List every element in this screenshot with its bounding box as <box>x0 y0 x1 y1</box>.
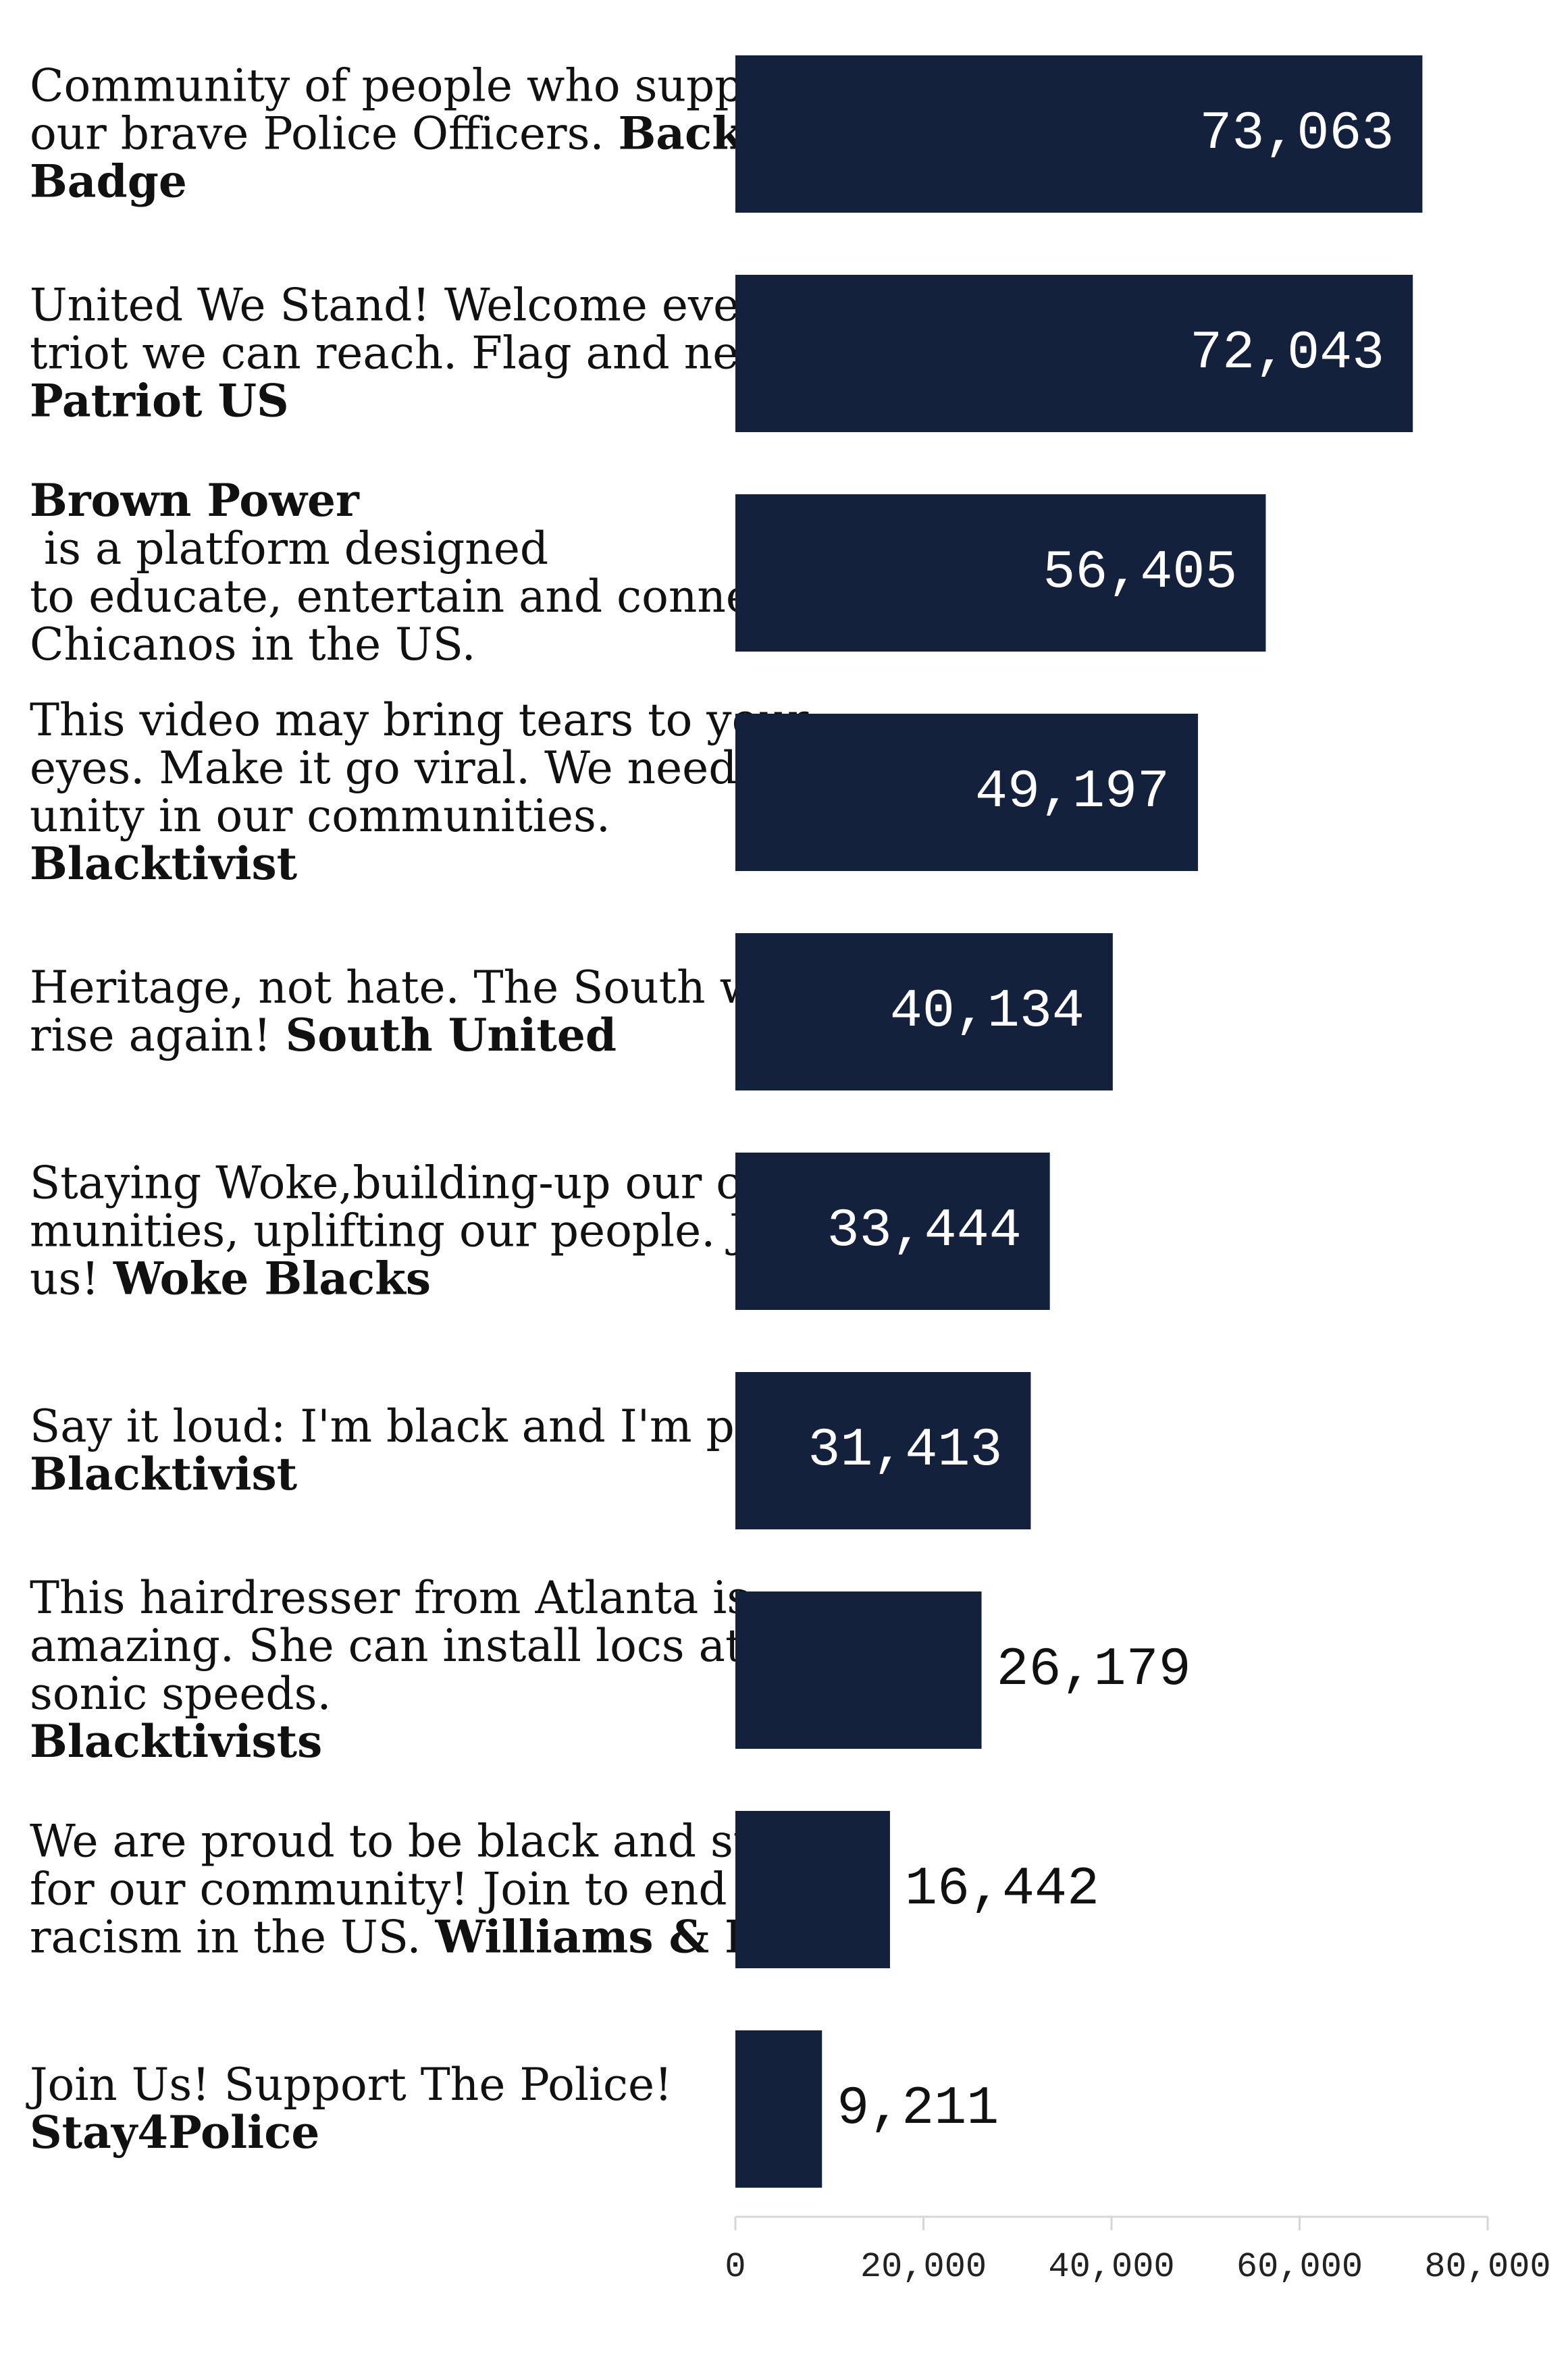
category-label-text: Staying Woke,building-up our com- <box>30 1157 825 1209</box>
bar <box>735 275 1413 432</box>
category-label-text: munities, uplifting our people. Join <box>30 1205 817 1257</box>
category-label: Join Us! Support The Police! Stay4Police <box>26 2059 673 2159</box>
category-label-text: is a platform designed <box>30 523 548 575</box>
category-label-text: Join Us! Support The Police! <box>26 2059 673 2111</box>
category-label-text: Chicanos in the US. <box>30 618 476 670</box>
category-label-text: Say it loud: I'm black and I'm proud! <box>30 1400 858 1452</box>
category-label-text: Heritage, not hate. The South will <box>30 962 800 1013</box>
bar-value-label: 72,043 <box>1190 323 1384 384</box>
bar <box>735 1591 982 1749</box>
category-label: Say it loud: I'm black and I'm proud! Bla… <box>30 1400 858 1500</box>
bar-value-label: 73,063 <box>1199 103 1394 165</box>
category-label: Heritage, not hate. The South will rise a… <box>30 962 800 1061</box>
x-axis-tick-label: 0 <box>725 2247 746 2287</box>
category-label: Brown Power is a platform designed to edu… <box>30 474 795 670</box>
bar-value-label: 49,197 <box>975 762 1170 823</box>
category-label-bold-text: South United <box>286 1009 617 1061</box>
bars <box>735 55 1423 2188</box>
category-label-bold-text: Patriot US <box>30 375 289 427</box>
category-label-text: eyes. Make it go viral. We need this <box>30 742 835 794</box>
category-label-text: unity in our communities. <box>30 790 610 842</box>
bar-value-label: 40,134 <box>890 981 1084 1043</box>
x-axis-tick-label: 80,000 <box>1424 2247 1550 2287</box>
bar <box>735 714 1199 871</box>
category-label: United We Stand! Welcome every pa-triot … <box>30 280 870 427</box>
category-label-text: for our community! Join to end the <box>30 1864 814 1916</box>
bar-value-label: 16,442 <box>905 1859 1099 1920</box>
category-label-text: This hairdresser from Atlanta is <box>30 1572 750 1624</box>
category-label-text: rise again! <box>30 1009 286 1061</box>
bar-value-label: 26,179 <box>997 1639 1191 1701</box>
category-label-text: United We Stand! Welcome every pa- <box>30 280 870 332</box>
bar <box>735 933 1113 1090</box>
category-label-text: our brave Police Officers. <box>30 108 618 160</box>
bar-value-label: 9,211 <box>837 2078 999 2140</box>
category-label-bold-text: Stay4Police <box>30 2106 319 2159</box>
bar <box>735 1811 890 1968</box>
category-label-text: This video may bring tears to your <box>30 694 809 746</box>
bar <box>735 2030 822 2188</box>
value-labels: 73,063 72,043 56,405 49,197 40,134 33,444 31,4… <box>808 103 1394 2140</box>
bar <box>735 1153 1050 1310</box>
category-label: Community of people who support our brave… <box>30 60 852 208</box>
bar-value-label: 56,405 <box>1043 542 1237 604</box>
category-label-bold-text: Badge <box>30 155 187 208</box>
category-label-text: to educate, entertain and connect <box>30 571 795 623</box>
category-label-text: triot we can reach. Flag and news! <box>30 327 818 379</box>
bar <box>735 55 1423 213</box>
bar-value-label: 31,413 <box>808 1420 1002 1481</box>
category-label: This video may bring tears to your eyes. … <box>30 694 835 890</box>
bar <box>735 1372 1031 1529</box>
category-label: Staying Woke,building-up our com-munitie… <box>30 1157 825 1305</box>
category-label-bold-text: Brown Power <box>30 474 360 527</box>
category-label-bold-text: Woke Blacks <box>113 1253 431 1305</box>
x-axis-tick-label: 20,000 <box>860 2247 987 2287</box>
bar <box>735 494 1266 652</box>
category-label-bold-text: Blacktivist <box>30 1448 298 1500</box>
x-axis: 0 20,000 40,000 60,000 80,000 <box>725 2215 1551 2287</box>
category-label-text: Community of people who support <box>30 60 809 112</box>
bar-value-label: 33,444 <box>827 1201 1022 1262</box>
x-axis-tick-label: 60,000 <box>1236 2247 1363 2287</box>
x-axis-tick-label: 40,000 <box>1048 2247 1174 2287</box>
category-label-text: We are proud to be black and stand <box>30 1816 835 1868</box>
category-label-bold-text: Blacktivist <box>30 837 298 890</box>
category-label-bold-text: Blacktivists <box>30 1715 322 1768</box>
category-label-text: us! <box>30 1253 113 1305</box>
category-label-text: sonic speeds. <box>30 1668 332 1720</box>
category-label-text: racism in the US. <box>30 1912 436 1964</box>
category-labels: Community of people who support our brave… <box>26 60 900 2159</box>
